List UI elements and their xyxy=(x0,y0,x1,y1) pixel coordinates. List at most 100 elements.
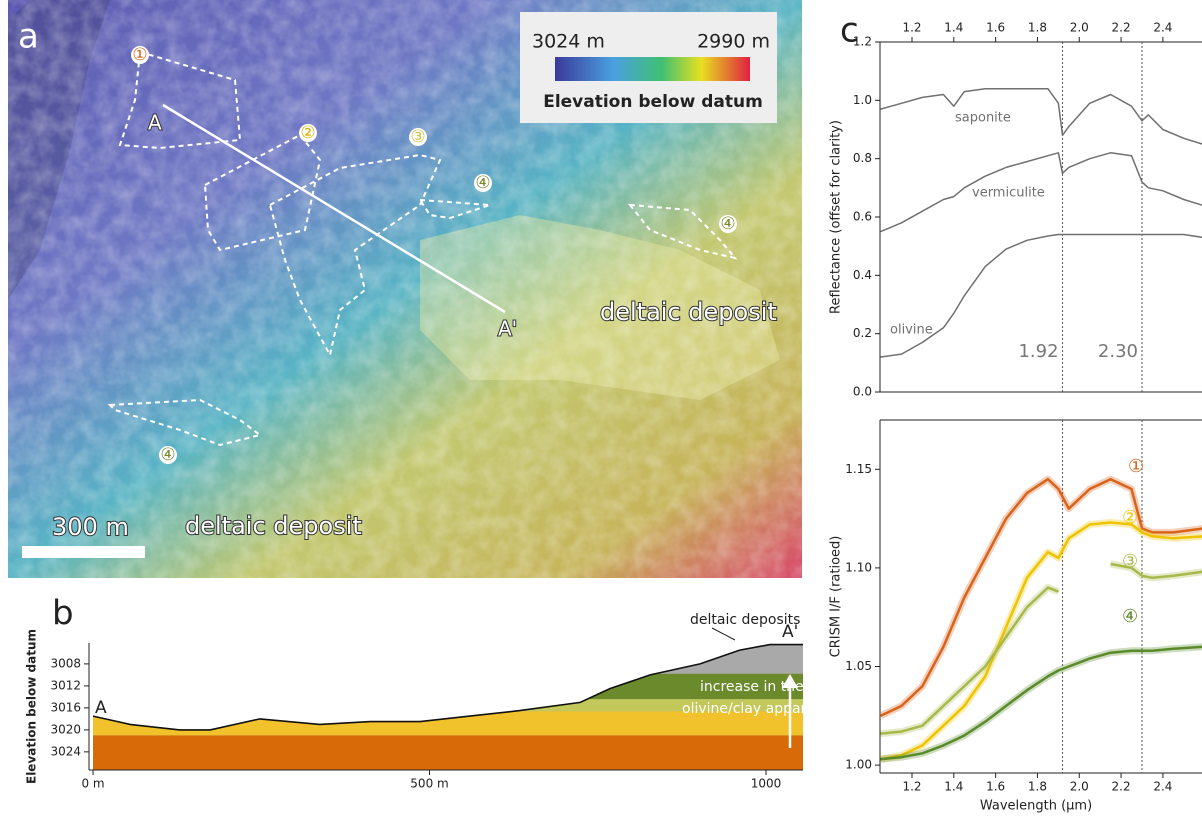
x-tick-label: 1.2 xyxy=(902,780,921,794)
reference-label: 2.30 xyxy=(1098,341,1138,362)
layer xyxy=(93,735,803,770)
region-marker: ④ xyxy=(720,214,735,234)
y-axis-label: CRISM I/F (ratioed) xyxy=(829,536,844,658)
legend-title: Elevation below datum xyxy=(543,92,763,112)
region-outline xyxy=(268,153,442,358)
region-marker: ① xyxy=(132,45,147,65)
y-tick-label: 0.2 xyxy=(853,326,872,340)
region-marker: ③ xyxy=(410,127,425,147)
series-line xyxy=(880,233,1202,358)
x-axis-label: Wavelength (µm) xyxy=(980,799,1092,814)
x-tick-label: 1.6 xyxy=(986,21,1005,35)
y-axis-label: Reflectance (offset for clarity) xyxy=(829,120,844,314)
chart: c 1.2 1.4 1.6 1.8 2.0 2.2 2.40.00.20.40.60.81.0… xyxy=(829,11,1202,399)
region-outline xyxy=(107,398,263,447)
y-tick-label: 3008 xyxy=(50,656,81,670)
scale-label: 300 m xyxy=(52,513,129,541)
series-line xyxy=(880,645,1202,761)
profile-line xyxy=(162,103,506,314)
region-marker-bg xyxy=(474,174,492,192)
region-outline xyxy=(118,50,242,150)
x-tick-label: 2.4 xyxy=(1153,21,1172,35)
region-marker-bg xyxy=(409,128,427,146)
x-tick-label: 2.4 xyxy=(1153,780,1172,794)
annotation: increase in the xyxy=(700,679,804,695)
legend-max: 2990 m xyxy=(697,31,770,53)
region-marker-bg xyxy=(159,446,177,464)
x-tick-label: 500 m xyxy=(410,777,448,791)
series-line xyxy=(880,87,1202,145)
y-tick-label: 0.6 xyxy=(853,210,872,224)
chart: 1.2 1.4 1.6 1.8 2.0 2.2 2.4 1.00 1.05 1.10 1.15 CRI… xyxy=(829,419,1202,814)
series-line xyxy=(880,562,1202,735)
series-label: olivine xyxy=(890,323,933,338)
series-label: ③ xyxy=(1122,551,1138,572)
region-outline xyxy=(627,203,738,260)
region-marker-bg xyxy=(299,124,317,142)
y-tick-label: 1.05 xyxy=(845,659,872,673)
x-tick-label: 2.2 xyxy=(1112,780,1131,794)
chart: b deltaic deposits increase in the olivine/… xyxy=(25,594,866,791)
x-tick-label: 1.8 xyxy=(1028,780,1047,794)
series-label: saponite xyxy=(955,111,1011,126)
series-label: ④ xyxy=(1122,606,1138,627)
annotation: deltaic deposits xyxy=(690,612,800,628)
y-axis-label: Elevation below datum xyxy=(25,629,39,784)
region-marker: ④ xyxy=(160,445,175,465)
regions xyxy=(107,50,738,447)
y-tick-label: 3016 xyxy=(50,700,81,714)
y-tick-label: 1.2 xyxy=(853,35,872,49)
series-line xyxy=(880,521,1202,761)
region-outline xyxy=(203,133,322,252)
panel-label: a xyxy=(18,17,39,57)
x-tick-label: 2.0 xyxy=(1070,780,1089,794)
series-line xyxy=(880,152,1202,233)
y-tick-label: 0.0 xyxy=(853,385,872,399)
y-tick-label: 1.10 xyxy=(845,560,872,574)
region-marker-bg xyxy=(719,215,737,233)
x-tick-label: 1.2 xyxy=(902,21,921,35)
legend: 3024 m 2990 m Elevation below datum xyxy=(520,12,777,123)
y-tick-label: 3024 xyxy=(50,744,81,758)
x-tick-label: 1.6 xyxy=(986,780,1005,794)
unit-label: deltaic deposit xyxy=(600,298,777,326)
unit-label: deltaic deposit xyxy=(185,512,362,540)
y-tick-label: 1.00 xyxy=(845,758,872,772)
panel-label: c xyxy=(840,11,859,51)
reference-label: 1.92 xyxy=(1018,341,1058,362)
region-marker: ④ xyxy=(475,173,490,193)
x-tick-label: 0 m xyxy=(81,777,104,791)
y-tick-label: 1.15 xyxy=(845,462,872,476)
y-tick-label: 3020 xyxy=(50,722,81,736)
y-tick-label: 3012 xyxy=(50,678,81,692)
y-tick-label: 0.4 xyxy=(853,268,872,282)
scale-bar xyxy=(22,546,145,558)
region-marker-bg xyxy=(131,46,149,64)
series-line xyxy=(880,477,1202,717)
y-tick-label: 0.8 xyxy=(853,151,872,165)
profile-end: A' xyxy=(498,317,517,341)
series-label: vermiculite xyxy=(972,186,1045,201)
x-tick-label: 2.2 xyxy=(1112,21,1131,35)
series-label: ② xyxy=(1122,507,1138,528)
x-tick-label: 1.4 xyxy=(944,780,963,794)
arrow-head xyxy=(782,674,798,688)
legend-colorbar xyxy=(555,57,750,81)
annotation: A xyxy=(95,698,107,718)
region-outline xyxy=(418,198,491,220)
series-label: ① xyxy=(1128,456,1144,477)
panel-label: b xyxy=(52,594,74,634)
y-tick-label: 1.0 xyxy=(853,93,872,107)
x-tick-label: 1000 xyxy=(751,777,782,791)
legend-min: 3024 m xyxy=(532,31,605,53)
layer xyxy=(93,673,803,700)
profile-start: A xyxy=(148,111,162,135)
profile-line xyxy=(92,643,803,731)
x-tick-label: 2.0 xyxy=(1070,21,1089,35)
annotation: A' xyxy=(782,622,798,642)
region-marker: ② xyxy=(300,123,315,143)
annotation: olivine/clay apparent ratio xyxy=(682,701,866,717)
leader xyxy=(711,627,736,641)
x-tick-label: 1.8 xyxy=(1028,21,1047,35)
